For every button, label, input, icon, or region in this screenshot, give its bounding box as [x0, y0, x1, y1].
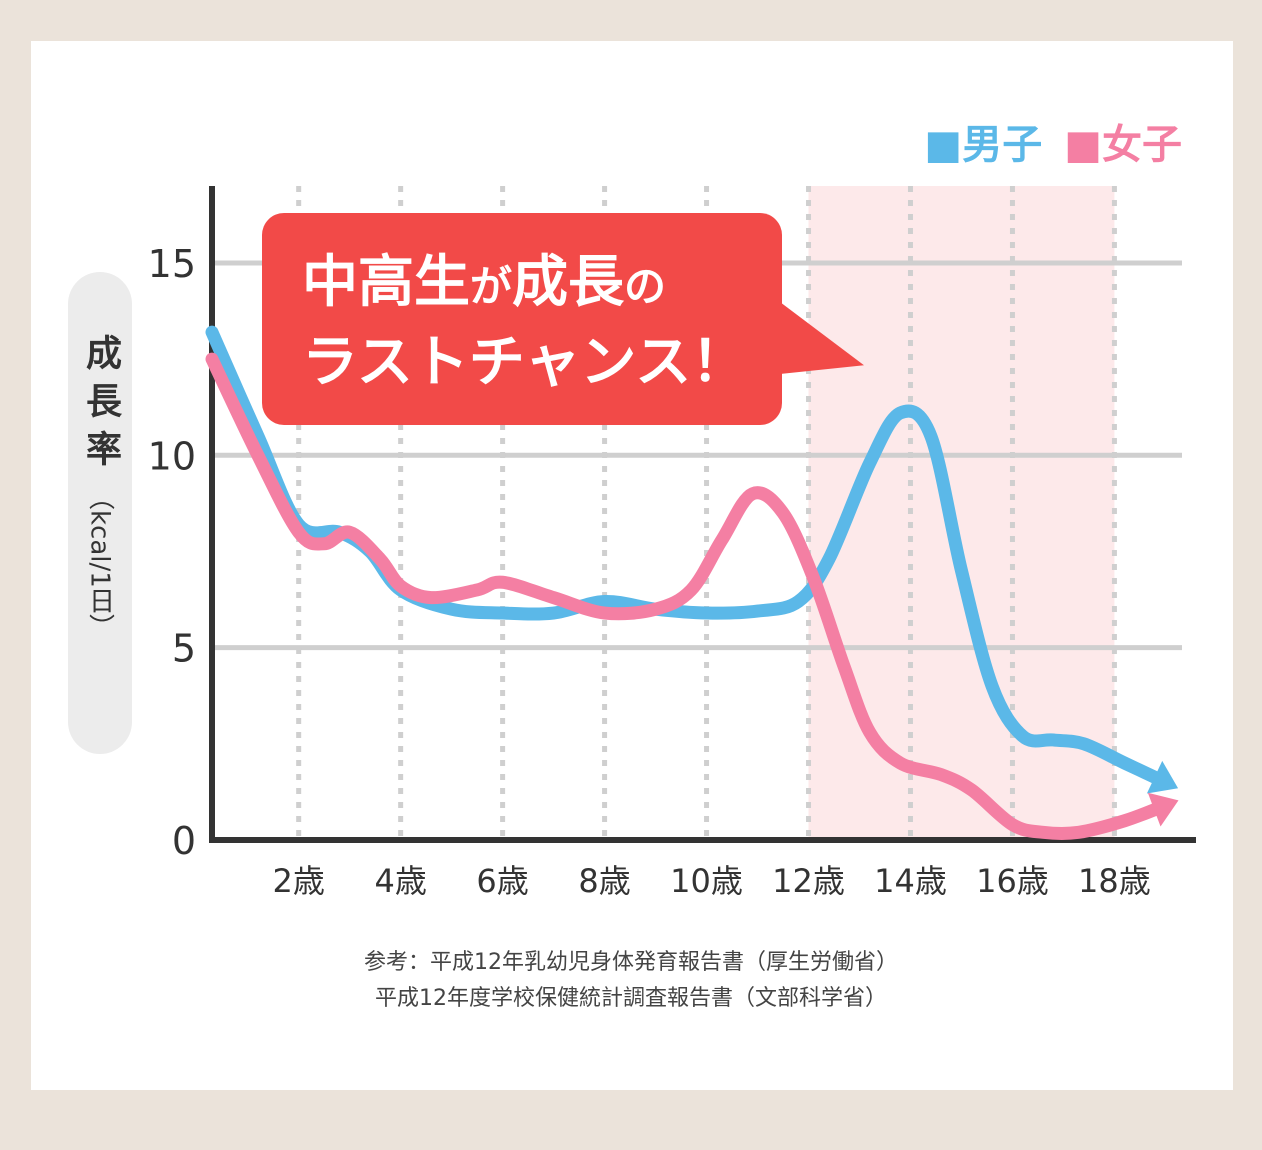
- source-line-1: 参考：平成12年乳幼児身体発育報告書（厚生労働省）: [364, 950, 898, 975]
- y-axis-label: 成長率: [80, 334, 121, 478]
- x-tick-label: 16歳: [976, 862, 1049, 900]
- callout-text-1a: 中高生: [302, 250, 470, 315]
- callout-text-1d: の: [624, 262, 667, 311]
- callout-text-1c: 成長: [512, 250, 625, 315]
- y-tick-label: 5: [172, 627, 196, 671]
- y-tick-label: 10: [148, 434, 196, 478]
- series-arrow-girls: [1147, 792, 1179, 827]
- source-note: 参考：平成12年乳幼児身体発育報告書（厚生労働省） 平成12年度学校保健統計調査…: [0, 945, 1262, 1017]
- x-tick-label: 14歳: [874, 862, 947, 900]
- x-tick-label: 2歳: [272, 862, 324, 900]
- legend-item-boys: ■男子: [924, 112, 1042, 170]
- legend: ■男子 ■女子: [924, 112, 1182, 170]
- series-arrow-boys: [1146, 760, 1179, 794]
- legend-item-girls: ■女子: [1064, 112, 1182, 170]
- y-tick-label: 15: [148, 242, 196, 286]
- x-tick-label: 12歳: [772, 862, 845, 900]
- legend-label-boys: ■男子: [924, 122, 1043, 168]
- x-tick-label: 18歳: [1078, 862, 1151, 900]
- x-tick-label: 4歳: [374, 862, 426, 900]
- x-tick-label: 8歳: [578, 862, 630, 900]
- y-axis-unit: （kcal/1日）: [84, 484, 115, 640]
- series-line-girls: [205, 352, 1172, 841]
- y-tick-label: 0: [172, 819, 196, 863]
- y-axis-label-pill: 成長率 （kcal/1日）: [68, 272, 132, 754]
- x-tick-label: 10歳: [670, 862, 743, 900]
- callout-bubble: 中高生が成長の ラストチャンス！: [262, 213, 782, 425]
- x-tick-label: 6歳: [476, 862, 528, 900]
- source-line-2: 平成12年度学校保健統計調査報告書（文部科学省）: [375, 986, 887, 1011]
- legend-label-girls: ■女子: [1064, 122, 1182, 168]
- callout-line-2: ラストチャンス！: [302, 330, 748, 395]
- highlight-band: [808, 186, 1115, 840]
- callout-line-1: 中高生が成長の: [302, 245, 782, 325]
- callout-text-1b: が: [470, 262, 513, 311]
